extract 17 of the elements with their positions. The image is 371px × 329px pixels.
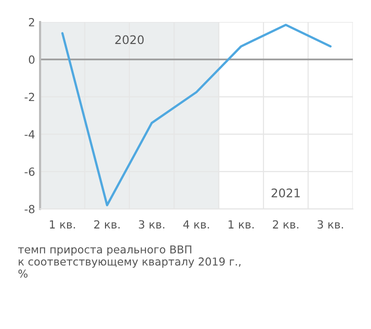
y-tick-label: -8 <box>24 204 34 214</box>
y-tick-label: -2 <box>24 92 34 102</box>
line-series <box>61 24 332 206</box>
x-tick-label: 2 кв. <box>272 220 298 228</box>
text: темп прироста реального ВВП к соответствующему кварталу 2019 г., % <box>18 245 240 278</box>
annotation: 2021 <box>272 188 300 198</box>
x-tick-label: 4 кв. <box>183 220 209 228</box>
band-label: 2020 <box>115 35 144 44</box>
x-tick-label: 2 кв. <box>94 220 120 228</box>
x-tick-label: 3 кв. <box>138 220 164 229</box>
y-tick-label: -6 <box>24 168 35 176</box>
x-tick-label: 1 кв. <box>50 220 75 228</box>
y-tick-label: 0 <box>28 55 34 64</box>
y-tick-label: 2 <box>28 18 34 26</box>
x-tick-label: 1 кв. <box>228 220 254 228</box>
y-tick-label: -4 <box>24 130 35 138</box>
x-tick-label: 3 кв. <box>318 220 343 229</box>
